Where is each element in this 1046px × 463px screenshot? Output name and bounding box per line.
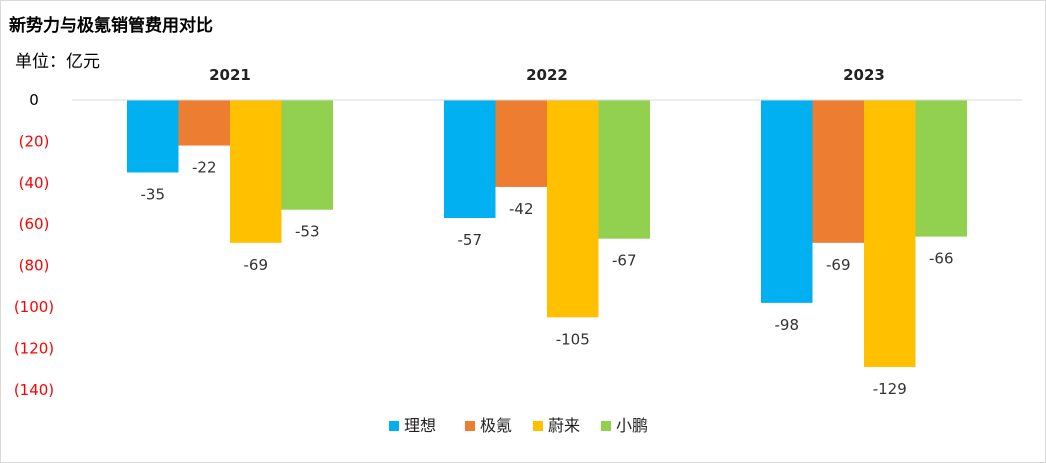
category-label: 2022 — [526, 66, 568, 84]
bar — [761, 100, 813, 303]
legend-swatch — [533, 421, 543, 431]
y-tick-label: 0 — [29, 91, 39, 109]
y-tick-label: (120) — [14, 339, 54, 357]
bar — [230, 100, 282, 243]
legend-label: 理想 — [404, 416, 436, 435]
data-label: -22 — [192, 159, 217, 177]
legend-swatch — [465, 421, 475, 431]
bar — [915, 100, 967, 237]
data-label: -57 — [458, 231, 483, 249]
chart-title: 新势力与极氪销管费用对比 — [9, 16, 213, 36]
data-label: -69 — [244, 256, 269, 274]
legend-label: 蔚来 — [548, 416, 580, 435]
data-label: -66 — [929, 250, 954, 268]
y-tick-label: (20) — [19, 132, 50, 150]
bar — [178, 100, 230, 146]
legend-swatch — [389, 421, 399, 431]
category-labels: 2021 2022 2023 — [209, 66, 885, 84]
bar — [812, 100, 864, 243]
y-tick-label: (100) — [14, 298, 54, 316]
legend-label: 小鹏 — [616, 416, 648, 435]
bar — [444, 100, 496, 218]
legend: 理想 极氪 蔚来 小鹏 — [389, 416, 648, 435]
legend-label: 极氪 — [480, 416, 512, 435]
data-label: -35 — [141, 185, 166, 203]
data-label: -105 — [556, 330, 590, 348]
y-tick-label: (80) — [19, 257, 50, 275]
category-label: 2023 — [843, 66, 885, 84]
data-label: -67 — [612, 252, 637, 270]
data-label: -69 — [826, 256, 851, 274]
category-label: 2021 — [209, 66, 251, 84]
bar — [598, 100, 650, 239]
data-label: -53 — [295, 223, 320, 241]
bars — [127, 100, 967, 368]
y-tick-label: (40) — [19, 174, 50, 192]
bar — [864, 100, 916, 368]
y-tick-label: (60) — [19, 215, 50, 233]
data-label: -42 — [509, 200, 534, 218]
bar — [127, 100, 179, 173]
bar — [281, 100, 333, 210]
bar — [547, 100, 599, 318]
y-axis: 0 (20) (40) (60) (80) (100) (120) (140) — [14, 91, 54, 399]
bar — [495, 100, 547, 187]
legend-swatch — [601, 421, 611, 431]
y-tick-label: (140) — [14, 381, 54, 399]
unit-label: 单位：亿元 — [15, 52, 100, 72]
data-label: -98 — [775, 316, 800, 334]
value-labels: -35 -57 -98 -22 -42 -69 -69 -105 -129 -53 -67 -66 — [141, 159, 954, 398]
data-label: -129 — [873, 380, 907, 398]
